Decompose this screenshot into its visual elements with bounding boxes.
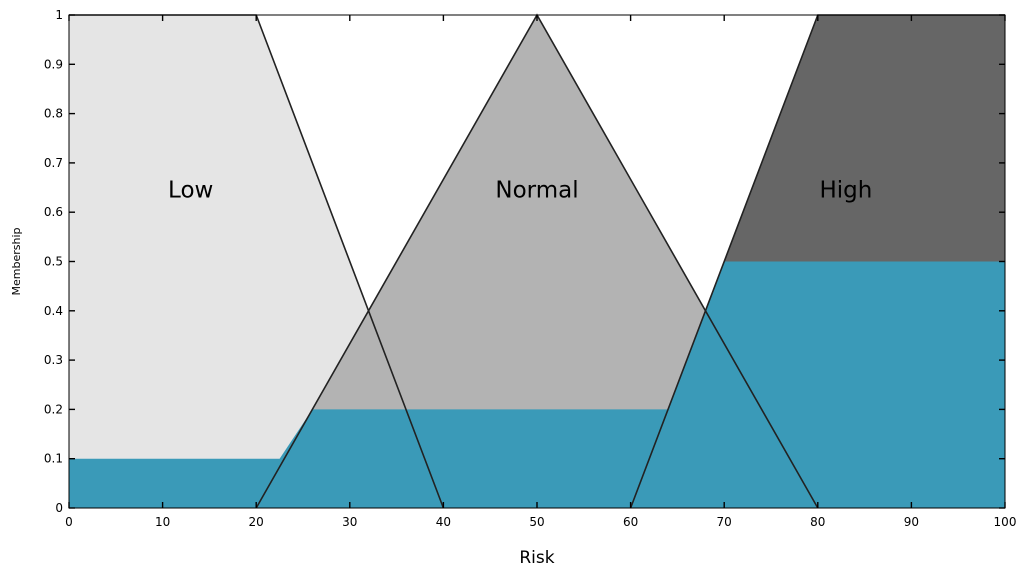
x-tick-label: 70 <box>717 515 732 529</box>
x-tick-label: 40 <box>436 515 451 529</box>
y-tick-label: 0.7 <box>44 156 63 170</box>
y-tick-label: 0 <box>55 501 63 515</box>
y-axis: 0 0.1 0.2 0.3 0.4 0.5 0.6 0.7 0.8 0.9 1 <box>44 8 1005 515</box>
region-label-low: Low <box>168 177 213 203</box>
y-tick-label: 0.3 <box>44 353 63 367</box>
x-tick-label: 0 <box>65 515 73 529</box>
y-axis-title: Membership <box>10 227 23 295</box>
x-tick-label: 30 <box>342 515 357 529</box>
y-tick-label: 0.6 <box>44 205 63 219</box>
y-tick-label: 0.8 <box>44 107 63 121</box>
x-tick-label: 100 <box>994 515 1017 529</box>
region-label-normal: Normal <box>495 177 578 203</box>
x-axis-title: Risk <box>519 548 554 568</box>
y-tick-label: 0.9 <box>44 57 63 71</box>
y-tick-label: 0.2 <box>44 402 63 416</box>
x-tick-label: 50 <box>529 515 544 529</box>
region-labels: Low Normal High <box>168 177 872 203</box>
x-tick-label: 90 <box>904 515 919 529</box>
aggregated-output-layer <box>69 261 1005 508</box>
region-label-high: High <box>819 177 872 203</box>
y-tick-label: 0.5 <box>44 255 63 269</box>
aggregated-output-area <box>69 261 1005 508</box>
y-tick-label: 0.1 <box>44 452 63 466</box>
x-axis: 0 10 20 30 40 50 60 70 80 90 100 <box>65 15 1016 529</box>
x-tick-label: 20 <box>249 515 264 529</box>
x-tick-label: 10 <box>155 515 170 529</box>
x-tick-label: 60 <box>623 515 638 529</box>
y-tick-label: 0.4 <box>44 304 63 318</box>
x-tick-label: 80 <box>810 515 825 529</box>
y-tick-label: 1 <box>55 8 63 22</box>
